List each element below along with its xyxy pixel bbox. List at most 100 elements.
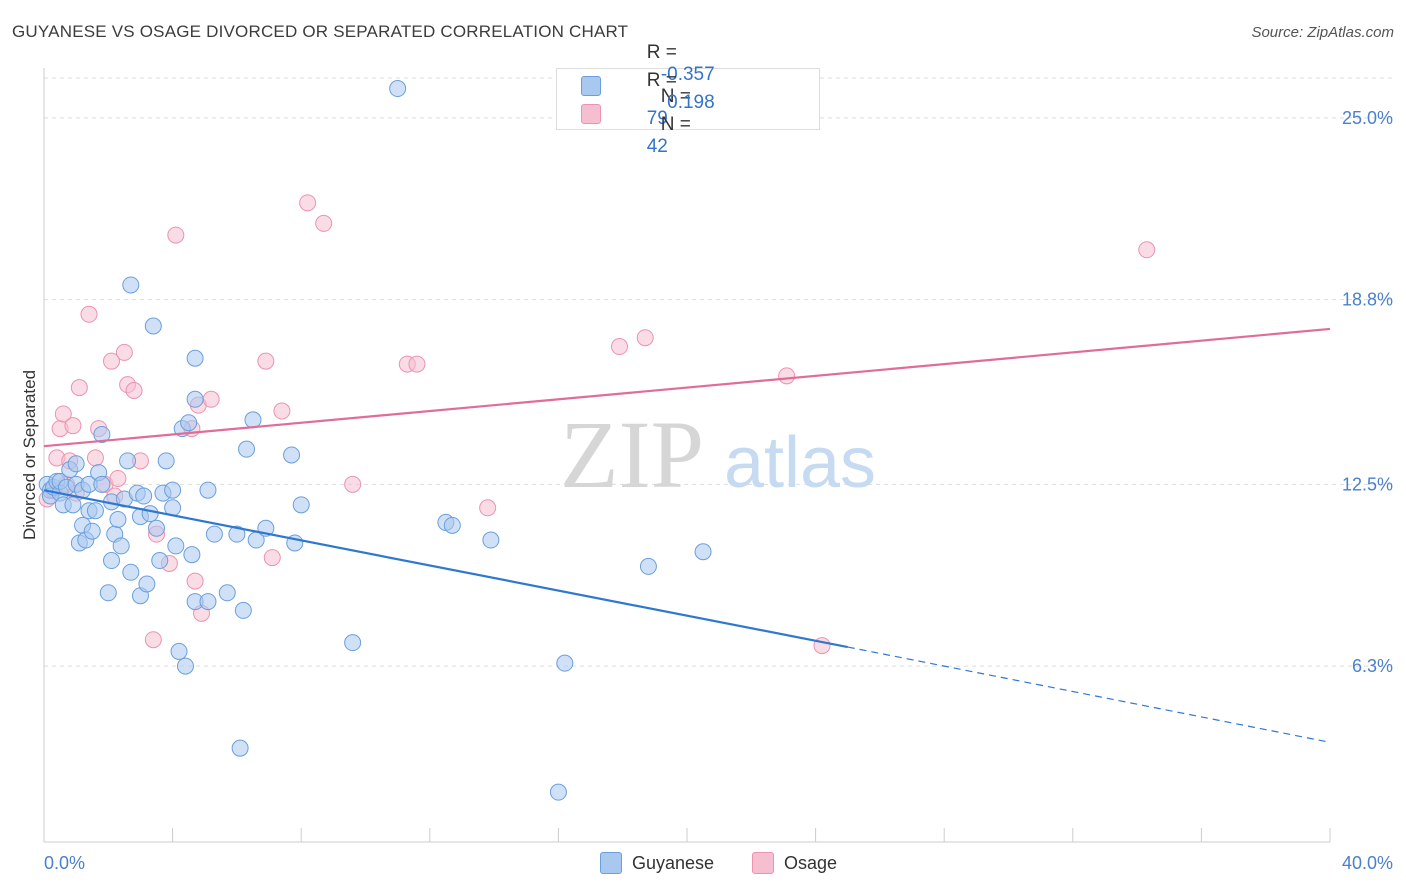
guyanese-point bbox=[119, 452, 137, 470]
guyanese-trend-extension bbox=[847, 646, 1331, 743]
osage-point bbox=[167, 226, 185, 244]
legend-label-guyanese: Guyanese bbox=[632, 852, 715, 873]
guyanese-trend-line bbox=[43, 489, 848, 649]
osage-point bbox=[64, 417, 82, 435]
guyanese-point bbox=[141, 505, 159, 523]
osage-point bbox=[186, 572, 204, 590]
guyanese-point bbox=[556, 654, 574, 672]
guyanese-swatch bbox=[581, 76, 601, 96]
guyanese-point bbox=[164, 481, 182, 499]
guyanese-point bbox=[122, 563, 140, 581]
osage-point bbox=[408, 355, 426, 373]
watermark: ZIP atlas bbox=[560, 401, 876, 508]
guyanese-point bbox=[205, 525, 223, 543]
osage-trend-line bbox=[43, 327, 1331, 448]
guyanese-point bbox=[443, 516, 461, 534]
guyanese-point bbox=[144, 317, 162, 335]
guyanese-points bbox=[38, 80, 712, 801]
guyanese-point bbox=[138, 575, 156, 593]
y-tick-label: 12.5% bbox=[1342, 474, 1393, 494]
guyanese-point bbox=[244, 411, 262, 429]
trend-lines bbox=[43, 327, 1331, 743]
guyanese-point bbox=[639, 557, 657, 575]
osage-point bbox=[636, 329, 654, 347]
osage-point bbox=[103, 352, 121, 370]
chart-title: GUYANESE VS OSAGE DIVORCED OR SEPARATED … bbox=[12, 22, 629, 41]
guyanese-point bbox=[167, 537, 185, 555]
guyanese-point bbox=[151, 552, 169, 570]
guyanese-point bbox=[344, 634, 362, 652]
guyanese-point bbox=[99, 584, 117, 602]
osage-point bbox=[778, 367, 796, 385]
osage-point bbox=[80, 305, 98, 323]
legend-item-guyanese[interactable]: Guyanese bbox=[600, 852, 714, 874]
n-label: N = bbox=[660, 114, 691, 135]
r-label: R = bbox=[646, 42, 677, 63]
osage-point bbox=[344, 475, 362, 493]
guyanese-point bbox=[148, 519, 166, 537]
guyanese-point bbox=[86, 502, 104, 520]
guyanese-point bbox=[549, 783, 567, 801]
osage-point bbox=[109, 469, 127, 487]
guyanese-point bbox=[180, 414, 198, 432]
grid-lines bbox=[44, 77, 1392, 667]
guyanese-point bbox=[238, 440, 256, 458]
x-tick-label: 0.0% bbox=[44, 853, 85, 873]
stats-legend: R = -0.357 N = 79 R = 0.198 N = 42 bbox=[556, 42, 820, 157]
osage-point bbox=[125, 382, 143, 399]
osage-point bbox=[263, 549, 281, 567]
legend-item-osage[interactable]: Osage bbox=[752, 852, 837, 874]
guyanese-point bbox=[122, 276, 140, 294]
guyanese-point bbox=[109, 511, 127, 528]
x-tick-label: 40.0% bbox=[1342, 853, 1393, 873]
guyanese-point bbox=[389, 80, 407, 98]
series-legend: Guyanese Osage bbox=[0, 852, 1406, 878]
guyanese-point bbox=[183, 546, 201, 564]
guyanese-point bbox=[218, 584, 236, 602]
n-value: 42 bbox=[646, 136, 668, 157]
guyanese-point bbox=[234, 601, 252, 619]
guyanese-point bbox=[93, 475, 111, 493]
osage-point bbox=[610, 338, 628, 356]
guyanese-point bbox=[186, 390, 204, 408]
guyanese-point bbox=[83, 522, 101, 540]
tick-labels: 6.3% 12.5% 18.8% 25.0% 0.0% 40.0% bbox=[44, 108, 1393, 873]
guyanese-point bbox=[231, 739, 249, 757]
guyanese-point bbox=[157, 452, 175, 470]
guyanese-point bbox=[283, 446, 301, 464]
y-axis-label: Divorced or Separated bbox=[20, 370, 39, 540]
guyanese-point bbox=[482, 531, 500, 549]
osage-point bbox=[144, 631, 162, 649]
guyanese-point bbox=[64, 496, 82, 514]
n-label: N = bbox=[660, 86, 691, 107]
guyanese-point bbox=[112, 537, 130, 555]
osage-point bbox=[1138, 241, 1156, 259]
guyanese-point bbox=[186, 349, 204, 367]
guyanese-point bbox=[93, 425, 111, 443]
guyanese-point bbox=[103, 552, 121, 570]
guyanese-point bbox=[170, 642, 188, 660]
r-label: R = bbox=[646, 70, 677, 91]
legend-label-osage: Osage bbox=[784, 852, 838, 873]
guyanese-point bbox=[694, 543, 712, 561]
watermark-atlas: atlas bbox=[724, 423, 876, 503]
osage-point bbox=[86, 449, 104, 467]
guyanese-point bbox=[228, 525, 246, 543]
osage-legend-swatch bbox=[752, 852, 774, 874]
guyanese-point bbox=[176, 657, 194, 675]
osage-point bbox=[273, 402, 291, 420]
y-tick-label: 6.3% bbox=[1352, 656, 1393, 676]
guyanese-point bbox=[67, 455, 85, 473]
osage-point bbox=[479, 499, 497, 517]
watermark-zip: ZIP bbox=[560, 401, 704, 508]
osage-point bbox=[299, 194, 317, 212]
osage-point bbox=[70, 379, 88, 397]
guyanese-legend-swatch bbox=[600, 852, 622, 874]
guyanese-point bbox=[199, 481, 217, 499]
y-tick-label: 25.0% bbox=[1342, 108, 1393, 128]
guyanese-point bbox=[135, 487, 153, 505]
osage-point bbox=[202, 390, 220, 408]
chart-source: Source: ZipAtlas.com bbox=[1251, 24, 1394, 41]
n-value: 79 bbox=[646, 108, 668, 129]
